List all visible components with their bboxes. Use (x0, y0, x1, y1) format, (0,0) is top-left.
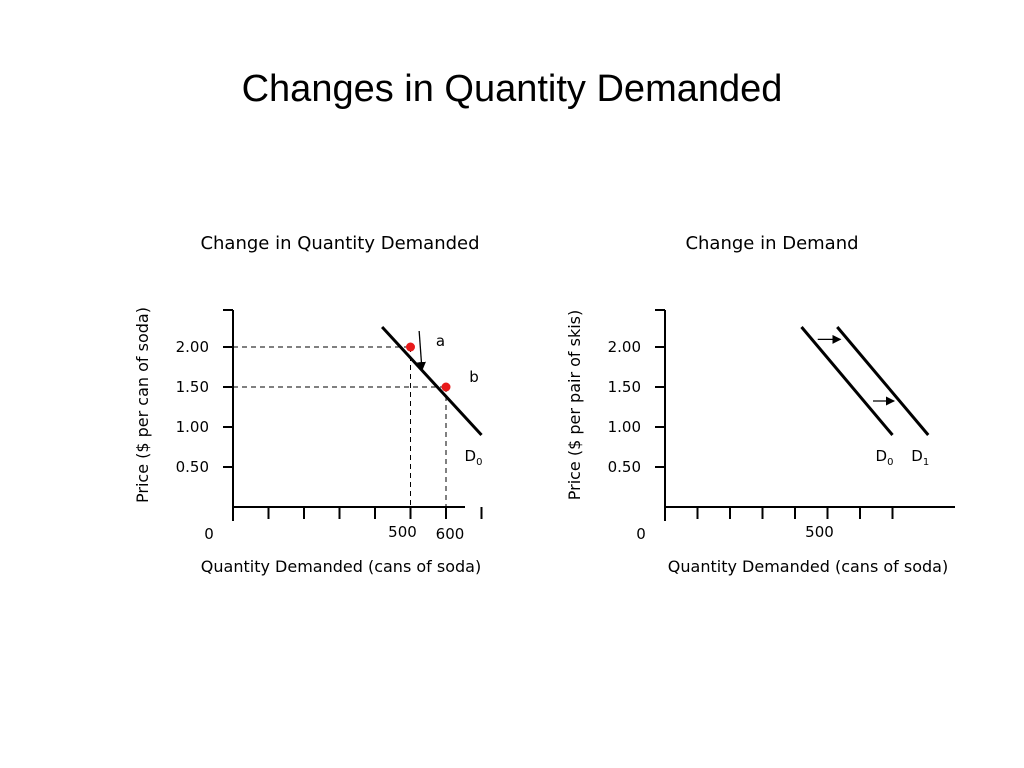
point-label-b: b (469, 368, 479, 386)
x-axis-label: Quantity Demanded (cans of soda) (201, 557, 481, 576)
curve-label-d1: D1 (911, 447, 929, 468)
slide-title: Changes in Quantity Demanded (241, 68, 783, 110)
curve-label-d0: D0 (876, 447, 894, 468)
y-tick-label: 1.50 (608, 378, 641, 396)
y-tick-label: 2.00 (608, 338, 641, 356)
origin-label: 0 (636, 525, 646, 543)
chart-title: Change in Quantity Demanded (200, 233, 479, 254)
point-b (441, 382, 451, 392)
y-axis-label: Price ($ per pair of skis) (565, 310, 584, 501)
movement-arrow (416, 330, 426, 372)
demand-curve-d1 (836, 326, 930, 436)
point-label-a: a (436, 332, 445, 350)
y-tick-label: 0.50 (608, 458, 641, 476)
chart-quantity-demanded: Change in Quantity Demanded Quantity Dema… (133, 233, 483, 576)
chart-title: Change in Demand (685, 233, 858, 254)
y-tick-label: 1.00 (176, 418, 209, 436)
origin-label: 0 (204, 525, 214, 543)
y-tick-label: 1.00 (608, 418, 641, 436)
y-tick-label: 0.50 (176, 458, 209, 476)
y-tick-label: 1.50 (176, 378, 209, 396)
y-axis-label: Price ($ per can of soda) (133, 307, 152, 503)
x-tick-label: 500 (805, 523, 834, 541)
x-tick-label: 600 (436, 525, 465, 543)
x-tick-label: 500 (388, 523, 417, 541)
demand-curve-d0 (380, 325, 483, 437)
point-a (406, 342, 415, 352)
demand-curve-d0 (800, 326, 894, 436)
chart-demand-shift: Change in Demand Quantity Demanded (cans … (565, 233, 955, 576)
y-tick-label: 2.00 (176, 338, 209, 356)
x-axis-label: Quantity Demanded (cans of soda) (668, 557, 948, 576)
curve-label-d0: D0 (465, 447, 483, 468)
